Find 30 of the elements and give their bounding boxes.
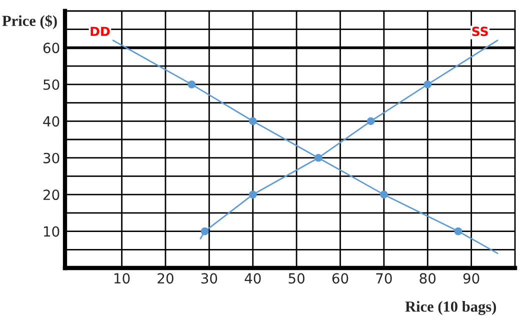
x-tick-label: 20 bbox=[158, 273, 174, 284]
y-axis-title: Price ($) bbox=[2, 14, 57, 30]
y-tick-label: 10 bbox=[44, 226, 60, 237]
x-tick-label: 90 bbox=[463, 273, 480, 284]
y-tick-label: 20 bbox=[43, 190, 60, 200]
y-tick-label: 60 bbox=[43, 42, 60, 54]
x-tick-label: 70 bbox=[376, 273, 392, 284]
point bbox=[200, 227, 209, 236]
x-tick-label: 50 bbox=[288, 273, 304, 284]
y-tick-label: 40 bbox=[43, 116, 60, 127]
y-tick-label: 50 bbox=[44, 79, 60, 90]
point bbox=[366, 117, 375, 126]
series-label: DD bbox=[90, 26, 110, 36]
point bbox=[248, 117, 257, 126]
point bbox=[380, 190, 388, 199]
x-tick-label: 10 bbox=[114, 273, 130, 284]
point bbox=[314, 154, 322, 162]
point bbox=[454, 227, 462, 236]
point bbox=[248, 190, 257, 199]
x-tick-label: 30 bbox=[201, 273, 218, 284]
x-axis-title: Rice (10 bags) bbox=[405, 301, 496, 315]
point bbox=[424, 80, 432, 88]
series-label: SS bbox=[472, 26, 488, 36]
x-tick-label: 60 bbox=[332, 273, 348, 284]
x-tick-label: 80 bbox=[420, 273, 436, 284]
y-tick-label: 30 bbox=[44, 152, 60, 164]
line-series bbox=[200, 40, 498, 240]
x-tick-label: 40 bbox=[244, 273, 261, 284]
line-series bbox=[112, 40, 498, 254]
point bbox=[188, 80, 196, 88]
